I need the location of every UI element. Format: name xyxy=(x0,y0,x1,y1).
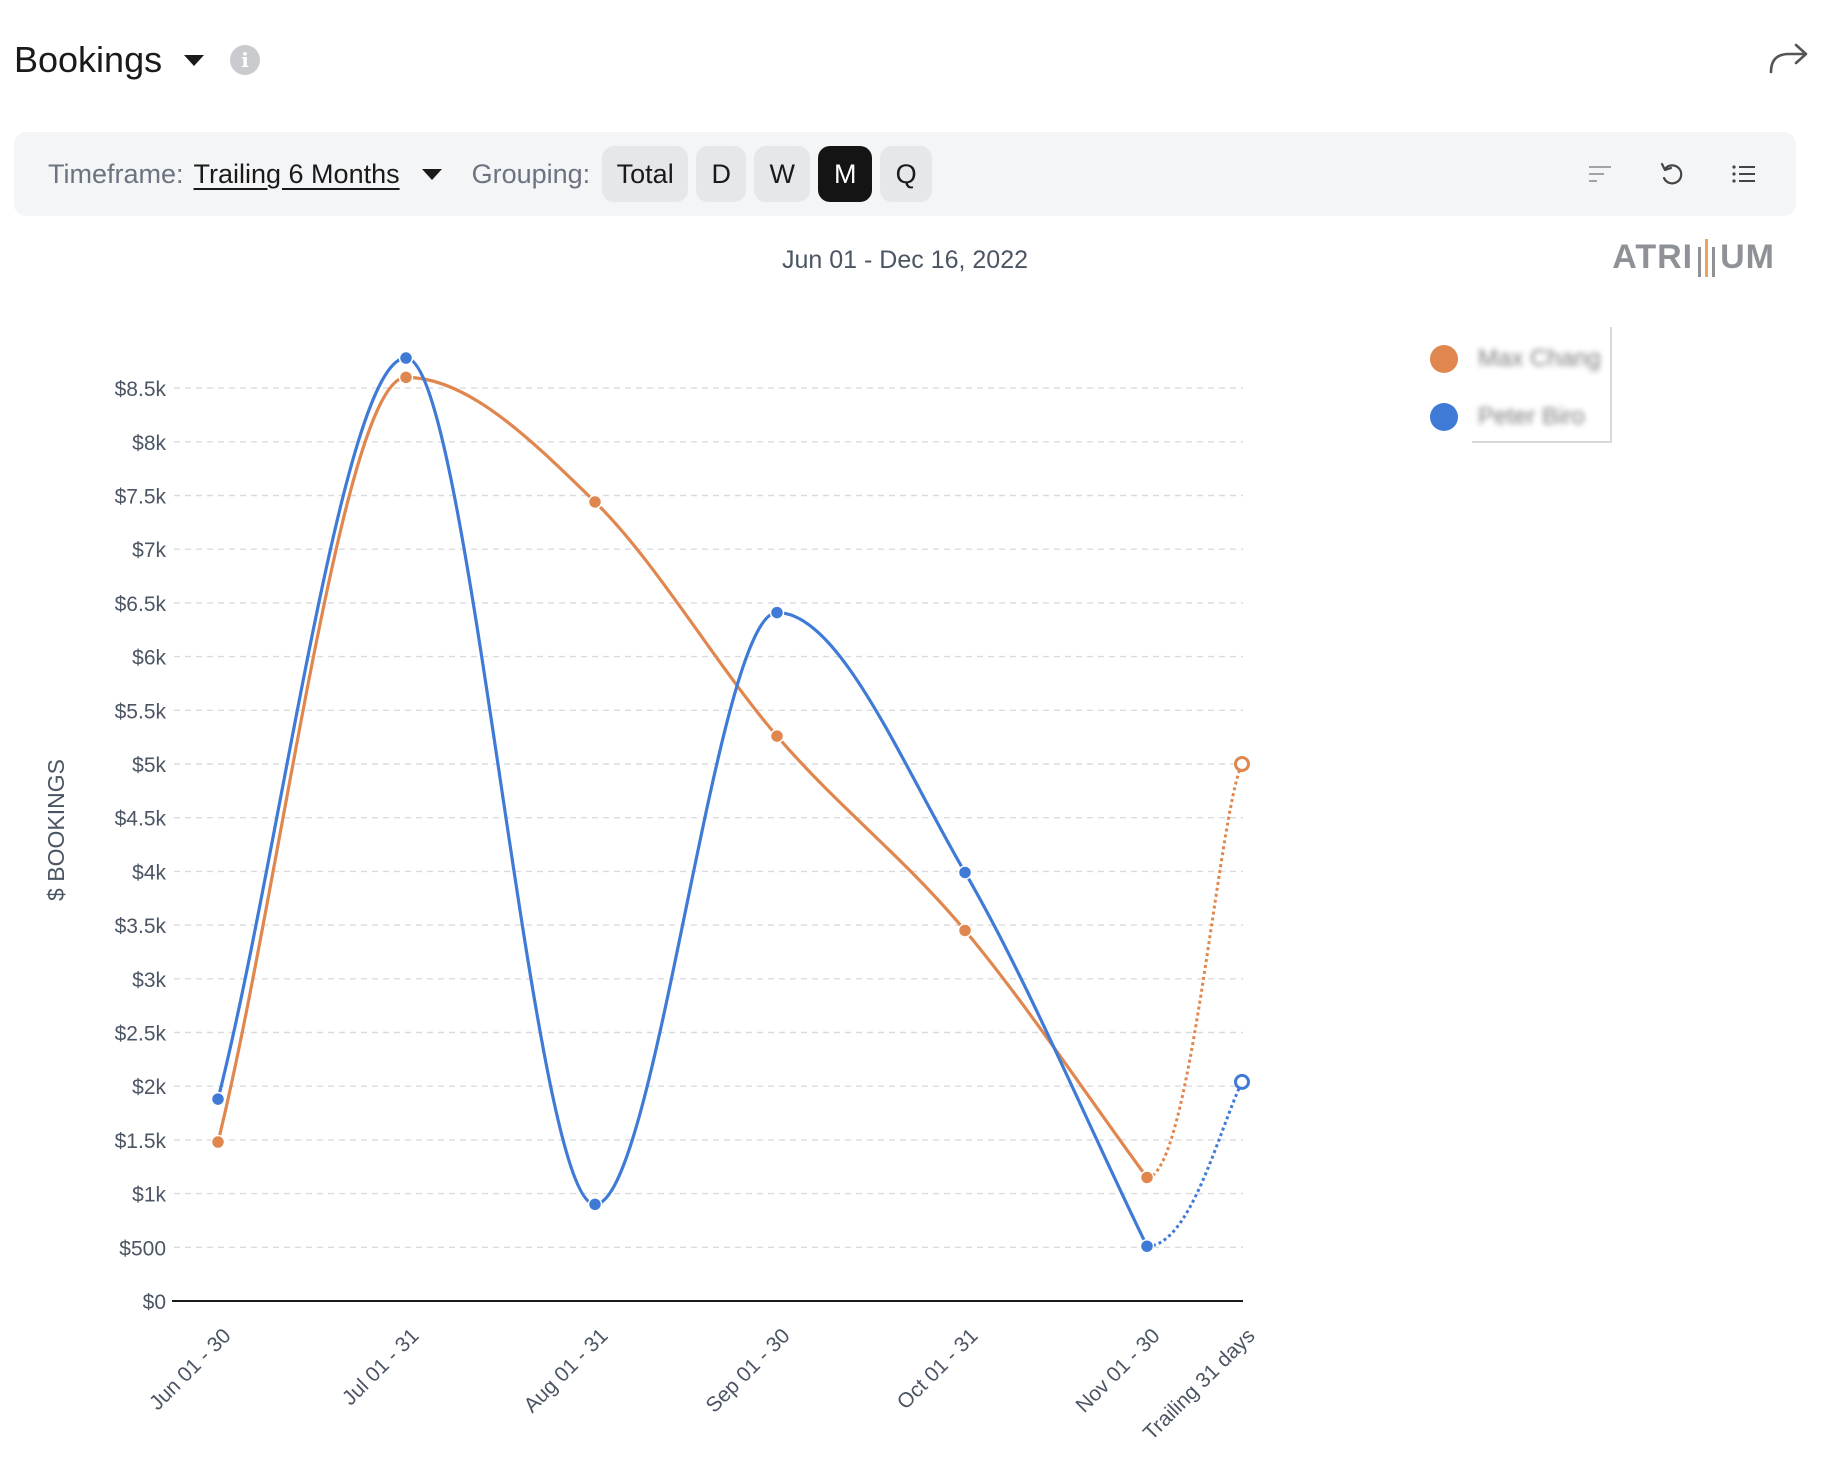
timeframe-caret-icon[interactable] xyxy=(421,168,442,180)
y-tick-label: $4.5k xyxy=(115,808,167,831)
y-tick-label: $7k xyxy=(132,539,166,562)
legend-border-bottom xyxy=(1472,441,1612,443)
logo-text-left: ATRI xyxy=(1612,238,1694,276)
atrium-logo: ATRI UM xyxy=(1612,238,1775,277)
y-tick-label: $6k xyxy=(132,647,166,670)
x-tick-label: Jun 01 - 30 xyxy=(145,1324,236,1415)
data-point-projected xyxy=(1234,756,1250,772)
title-dropdown-caret-icon[interactable] xyxy=(184,54,205,66)
y-tick-label: $5.5k xyxy=(115,700,167,723)
y-tick-label: $5k xyxy=(132,754,166,777)
legend-item-1[interactable]: Max Chang xyxy=(1430,345,1601,373)
y-tick-label: $7.5k xyxy=(115,486,167,509)
x-tick-label: Aug 01 - 31 xyxy=(519,1324,612,1417)
page-title: Bookings xyxy=(14,39,163,80)
y-tick-label: $500 xyxy=(119,1237,166,1260)
legend-swatch-2 xyxy=(1430,403,1458,431)
y-tick-label: $2.5k xyxy=(115,1023,167,1046)
share-icon[interactable] xyxy=(1765,38,1811,78)
grouping-quarter-button[interactable]: Q xyxy=(880,146,933,202)
date-range-label: Jun 01 - Dec 16, 2022 xyxy=(782,246,1028,274)
grouping-month-button[interactable]: M xyxy=(818,146,873,202)
y-tick-label: $8k xyxy=(132,432,166,455)
x-tick-label: Oct 01 - 31 xyxy=(893,1324,983,1414)
logo-text-right: UM xyxy=(1720,238,1775,276)
series-line-1 xyxy=(216,375,1149,1180)
data-point xyxy=(957,865,973,880)
chart-legend: Max Chang Peter Biro xyxy=(1418,325,1612,443)
legend-swatch-1 xyxy=(1430,345,1458,373)
logo-bars-icon xyxy=(1696,238,1717,277)
data-point-projected xyxy=(1234,1073,1250,1090)
data-point xyxy=(398,370,414,385)
x-tick-label: Jul 01 - 31 xyxy=(338,1324,424,1410)
sort-icon[interactable] xyxy=(1580,154,1620,194)
list-icon[interactable] xyxy=(1724,154,1764,194)
data-point xyxy=(210,1091,226,1107)
series-projection-1 xyxy=(1146,763,1244,1179)
x-tick-label: Sep 01 - 30 xyxy=(701,1324,794,1417)
data-point xyxy=(398,350,414,366)
y-tick-label: $3.5k xyxy=(115,915,167,938)
timeframe-label: Timeframe: xyxy=(48,158,184,189)
timeframe-select[interactable]: Trailing 6 Months xyxy=(193,158,400,189)
info-icon[interactable]: i xyxy=(230,45,261,75)
grouping-total-button[interactable]: Total xyxy=(602,146,689,202)
legend-label-1: Max Chang xyxy=(1478,345,1601,372)
legend-border xyxy=(1610,327,1612,441)
y-tick-label: $0 xyxy=(143,1291,166,1314)
data-point xyxy=(587,1197,603,1212)
grouping-day-button[interactable]: D xyxy=(696,146,747,202)
header: Bookings i xyxy=(14,30,261,90)
data-point xyxy=(769,728,785,744)
grouping-label: Grouping: xyxy=(471,158,591,189)
grouping-week-button[interactable]: W xyxy=(754,146,811,202)
y-tick-label: $1k xyxy=(132,1184,166,1207)
y-tick-label: $4k xyxy=(132,861,166,884)
y-tick-label: $8.5k xyxy=(115,378,167,401)
data-point xyxy=(210,1134,226,1150)
legend-item-2[interactable]: Peter Biro xyxy=(1430,403,1585,431)
y-tick-label: $1.5k xyxy=(115,1130,167,1153)
y-tick-label: $2k xyxy=(132,1076,166,1099)
y-tick-label: $6.5k xyxy=(115,593,167,616)
x-tick-label: Nov 01 - 30 xyxy=(1072,1324,1165,1417)
legend-label-2: Peter Biro xyxy=(1478,403,1585,430)
y-axis-label: $ BOOKINGS xyxy=(43,759,69,901)
series-line-2 xyxy=(216,356,1149,1248)
data-point xyxy=(769,605,785,620)
data-point xyxy=(1139,1170,1155,1185)
undo-icon[interactable] xyxy=(1652,154,1692,194)
chart-toolbar: Timeframe: Trailing 6 Months Grouping: T… xyxy=(14,132,1796,216)
data-point xyxy=(587,494,603,510)
data-point xyxy=(1139,1238,1155,1254)
data-point xyxy=(957,923,973,938)
y-tick-label: $3k xyxy=(132,969,166,992)
